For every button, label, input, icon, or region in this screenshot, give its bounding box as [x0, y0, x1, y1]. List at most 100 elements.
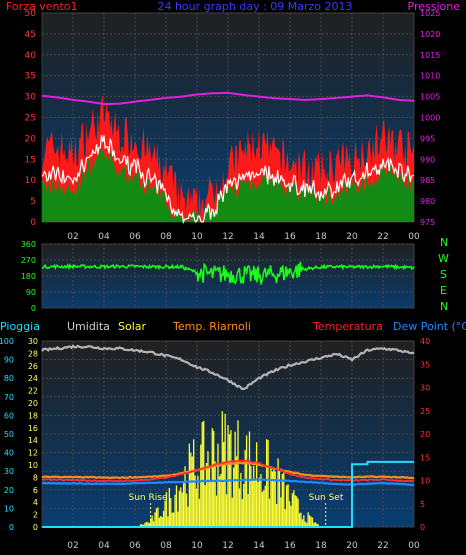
rain-y-tick-label: 60	[4, 411, 14, 420]
x-tick-label: 22	[377, 541, 388, 551]
pressure-y-tick-label: 990	[420, 155, 435, 164]
x-tick-label: 18	[315, 541, 327, 551]
solar-y-tick-label: 18	[28, 411, 38, 420]
solar-y-tick-label: 0	[33, 523, 38, 532]
x-tick-label: 10	[191, 541, 203, 551]
x-tick-label: 16	[284, 541, 296, 551]
x-tick-label: 12	[222, 541, 233, 551]
rain-axis-title: Pioggia	[0, 320, 40, 333]
x-tick-label: 04	[98, 541, 110, 551]
compass-east: E	[440, 284, 447, 297]
rain-y-tick-label: 30	[4, 467, 14, 476]
temperature-y-tick-label: 15	[420, 453, 430, 462]
solar-y-tick-label: 10	[28, 461, 38, 470]
wind-y-tick-label: 35	[25, 72, 36, 82]
wind-direction-line	[41, 261, 415, 285]
x-tick-label: 02	[67, 541, 78, 551]
dewpoint-legend: Dew Point (°C)	[393, 320, 466, 333]
x-tick-label: 00	[408, 232, 420, 242]
pressure-y-tick-label: 975	[420, 218, 435, 227]
solar-y-tick-label: 30	[28, 337, 38, 346]
wind-y-tick-label: 25	[25, 114, 36, 124]
x-tick-label: 10	[191, 232, 203, 242]
compass-north-top: N	[440, 236, 448, 249]
compass-south: S	[440, 268, 447, 281]
x-tick-label: 16	[284, 232, 296, 242]
pressure-y-tick-label: 1010	[420, 72, 440, 81]
solar-y-tick-label: 22	[28, 387, 38, 396]
sunrise-label: Sun Rise	[129, 493, 168, 503]
solar-y-tick-label: 4	[33, 498, 38, 507]
x-tick-label: 02	[67, 232, 78, 242]
direction-y-tick-label: 360	[21, 240, 36, 249]
rain-y-tick-label: 0	[9, 523, 14, 532]
x-tick-label: 08	[160, 541, 172, 551]
x-tick-label: 06	[129, 541, 141, 551]
temperature-y-tick-label: 25	[420, 407, 430, 416]
sunset-label: Sun Set	[309, 493, 344, 503]
wind-speed-line	[41, 134, 415, 225]
solar-y-tick-label: 14	[28, 436, 38, 445]
wind-y-tick-label: 10	[25, 176, 37, 186]
x-tick-label: 06	[129, 232, 141, 242]
solar-y-tick-label: 20	[28, 399, 38, 408]
x-tick-label: 04	[98, 232, 110, 242]
rain-y-tick-label: 50	[4, 430, 14, 439]
x-tick-label: 08	[160, 232, 172, 242]
temperature-y-tick-label: 10	[420, 477, 430, 486]
temperature-legend: Temperatura	[312, 320, 383, 333]
rain-y-tick-label: 100	[0, 337, 14, 346]
solar-y-tick-label: 6	[33, 486, 38, 495]
temperature-y-tick-label: 40	[420, 337, 430, 346]
x-tick-label: 00	[408, 541, 420, 551]
pressure-y-tick-label: 980	[420, 197, 435, 206]
x-tick-label: 14	[253, 541, 265, 551]
wind-y-tick-label: 15	[25, 155, 36, 165]
pressure-axis-title: Pressione	[408, 0, 461, 13]
wind-y-tick-label: 50	[25, 9, 37, 19]
x-tick-label: 20	[346, 232, 358, 242]
solar-y-tick-label: 28	[28, 349, 38, 358]
rain-y-tick-label: 80	[4, 374, 14, 383]
pressure-y-tick-label: 1020	[420, 30, 440, 39]
temperature-y-tick-label: 5	[420, 500, 425, 509]
rain-y-tick-label: 10	[4, 504, 14, 513]
pressure-y-tick-label: 1015	[420, 51, 440, 60]
umidita-line	[41, 344, 415, 391]
compass-west: W	[438, 252, 449, 265]
solar-y-tick-label: 12	[28, 449, 38, 458]
wind-y-tick-label: 40	[25, 51, 37, 61]
pressure-y-tick-label: 1000	[420, 114, 440, 123]
temperature-y-tick-label: 20	[420, 430, 430, 439]
x-tick-label: 14	[253, 232, 265, 242]
rain-y-tick-label: 90	[4, 356, 14, 365]
temp-room-legend: Temp. Riarnoli	[172, 320, 251, 333]
pressure-y-tick-label: 985	[420, 176, 435, 185]
solar-y-tick-label: 2	[33, 511, 38, 520]
temperature-y-tick-label: 30	[420, 384, 430, 393]
pressure-y-tick-label: 995	[420, 134, 435, 143]
pressure-y-tick-label: 1005	[420, 93, 440, 102]
wind-y-tick-label: 20	[25, 134, 37, 144]
temperature-y-tick-label: 35	[420, 360, 430, 369]
solar-legend: Solar	[118, 320, 147, 333]
solar-y-tick-label: 24	[28, 374, 38, 383]
rain-line	[42, 460, 414, 528]
direction-y-tick-label: 0	[31, 304, 36, 313]
solar-y-tick-label: 26	[28, 362, 38, 371]
pressure-y-tick-label: 1025	[420, 9, 440, 18]
direction-y-tick-label: 90	[26, 288, 36, 297]
temperature-y-tick-label: 0	[420, 523, 425, 532]
rain-y-tick-label: 40	[4, 449, 14, 458]
wind-axis-title: Forza vento1	[6, 0, 78, 13]
wind-y-tick-label: 45	[25, 30, 36, 40]
rain-y-tick-label: 70	[4, 393, 14, 402]
wind-y-tick-label: 5	[30, 197, 36, 207]
humidity-legend: Umidita	[67, 320, 110, 333]
wind-y-tick-label: 30	[25, 93, 37, 103]
rain-y-tick-label: 20	[4, 486, 14, 495]
pressure-line	[41, 91, 415, 106]
compass-north-bottom: N	[440, 300, 448, 313]
